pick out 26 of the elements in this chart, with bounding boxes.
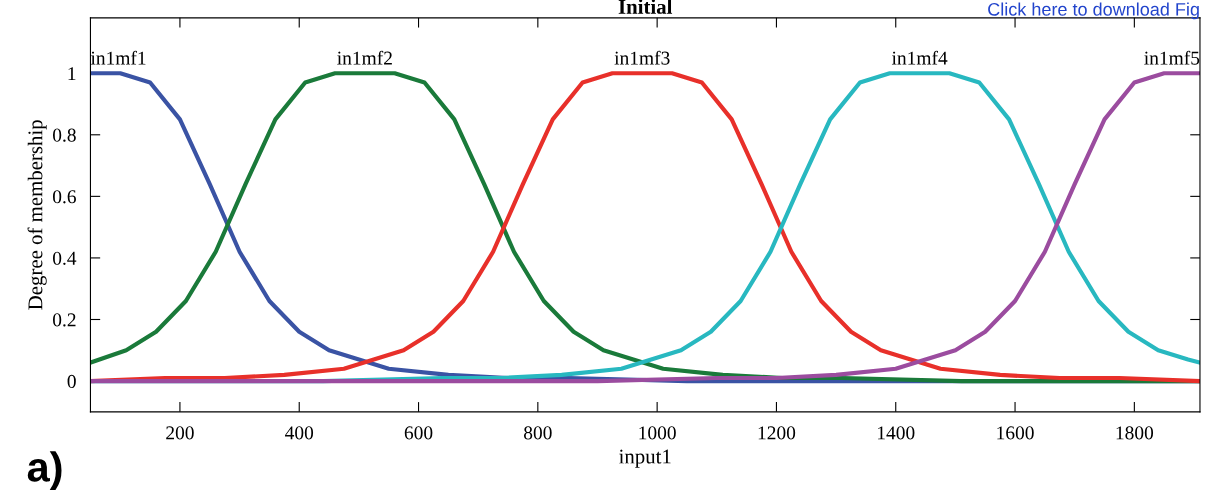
series-label: in1mf1 [90, 50, 146, 65]
x-axis-title: input1 [619, 449, 671, 468]
x-tick-label: 1200 [758, 426, 796, 440]
text: a) [27, 451, 62, 491]
line-series [90, 71, 1200, 384]
y-tick-label: 0.6 [53, 190, 76, 204]
x-tick-label: 1600 [997, 426, 1034, 440]
x-tick-label: 1800 [1116, 426, 1154, 440]
y-tick-label: 0 [67, 374, 76, 388]
y-axis-title: Degree of membership [27, 120, 47, 310]
y-tick-label: 0.2 [53, 313, 76, 327]
x-tick-label: 200 [166, 426, 194, 440]
series-label: in1mf5 [1144, 50, 1200, 65]
y-tick-label: 0.8 [53, 128, 76, 142]
x-tick-label: 1400 [878, 426, 915, 440]
x-tick-label: 600 [404, 426, 433, 440]
y-tick-label: 0.4 [53, 251, 77, 265]
annotation: Click here to download Fig [988, 2, 1199, 20]
chart-title: Initial [618, 0, 673, 14]
x-tick-label: 400 [285, 426, 314, 440]
series-label: in1mf2 [337, 50, 392, 65]
y-tick-label: 1 [68, 67, 76, 80]
series-label: in1mf4 [891, 50, 948, 65]
x-tick-label: 800 [524, 426, 552, 440]
x-tick-label: 1000 [639, 426, 676, 440]
series-label: in1mf3 [614, 50, 670, 65]
